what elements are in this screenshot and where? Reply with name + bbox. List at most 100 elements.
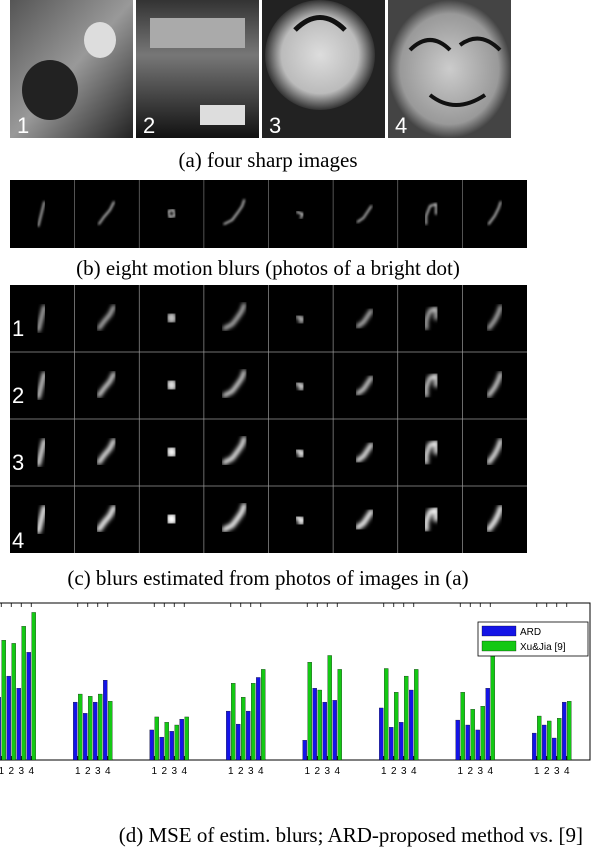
bar [88,696,92,760]
bar [379,708,383,760]
bar [456,720,460,760]
x-tick-label: 4 [487,766,493,777]
x-tick-label: 4 [411,766,417,777]
legend-swatch [482,641,516,651]
photo-detail [150,18,245,48]
bar [160,737,164,760]
caption: (c) blurs estimated from photos of image… [67,566,468,590]
row-label: 2 [12,383,24,408]
bar [251,683,255,760]
bar [17,688,21,760]
bar [236,724,240,760]
bar [185,717,189,760]
bar [323,702,327,760]
page: 1 2 3 4 (a) four sharp images (b) eight … [0,0,597,861]
bar [318,690,322,760]
x-tick-label: 3 [401,766,407,777]
kernel [169,516,175,523]
x-tick-label: 4 [181,766,187,777]
x-tick-label: 1 [228,766,234,777]
bar [567,701,571,760]
bar [394,692,398,760]
photo-detail [84,22,116,58]
bar [83,713,87,760]
legend-label: Xu&Jia [9] [520,642,566,653]
bar [150,730,154,760]
bar [103,680,107,760]
image-label: 2 [143,113,155,138]
bar [22,626,26,760]
x-tick-label: 2 [391,766,397,777]
bar [562,702,566,760]
bar [246,711,250,760]
x-tick-label: 4 [258,766,264,777]
bar [481,706,485,760]
x-tick-label: 3 [477,766,483,777]
image-label: 3 [269,113,281,138]
bar [532,733,536,760]
photo-detail [200,105,245,125]
bar [170,731,174,760]
bar [476,730,480,760]
bar [175,725,179,760]
x-tick-label: 4 [334,766,340,777]
legend-label: ARD [520,627,541,638]
bar [328,655,332,760]
bar [384,668,388,760]
x-tick-label: 1 [304,766,310,777]
bar [537,716,541,760]
bar [27,652,31,760]
x-tick-label: 1 [75,766,81,777]
x-tick-label: 3 [554,766,560,777]
bar [547,721,551,760]
image-label: 4 [395,113,407,138]
bar [338,669,342,760]
bar [7,676,11,760]
bar [303,740,307,760]
bar [486,688,490,760]
row-label: 3 [12,450,24,475]
photo-detail [22,60,78,120]
bar [557,718,561,760]
x-tick-label: 1 [0,766,4,777]
bar [226,711,230,760]
bar [73,702,77,760]
x-tick-label: 2 [314,766,320,777]
bar [180,719,184,760]
bar [308,662,312,760]
x-tick-label: 2 [467,766,473,777]
bar [256,677,260,760]
caption: (d) MSE of estim. blurs; ARD-proposed me… [119,823,583,847]
figure: 1 2 3 4 (a) four sharp images (b) eight … [0,0,597,861]
bar [389,727,393,760]
bar [2,640,6,760]
x-tick-label: 2 [161,766,167,777]
bar [552,738,556,760]
caption: (a) four sharp images [178,148,357,172]
bar [231,683,235,760]
bar [93,702,97,760]
bar [78,694,82,760]
x-tick-label: 3 [18,766,24,777]
bar [414,669,418,760]
photos [10,0,511,138]
x-tick-label: 4 [105,766,111,777]
bar [32,612,36,760]
bar [466,725,470,760]
x-tick-label: 2 [85,766,91,777]
bar [313,688,317,760]
bar [155,717,159,760]
bar [491,648,495,760]
row-label: 1 [12,316,24,341]
x-tick-label: 2 [238,766,244,777]
legend-swatch [482,626,516,636]
x-tick-label: 4 [564,766,570,777]
image-label: 1 [17,113,29,138]
x-tick-label: 1 [151,766,157,777]
x-tick-label: 2 [544,766,550,777]
bar [542,725,546,760]
bar [12,643,16,760]
bar [333,700,337,760]
bar [261,669,265,760]
